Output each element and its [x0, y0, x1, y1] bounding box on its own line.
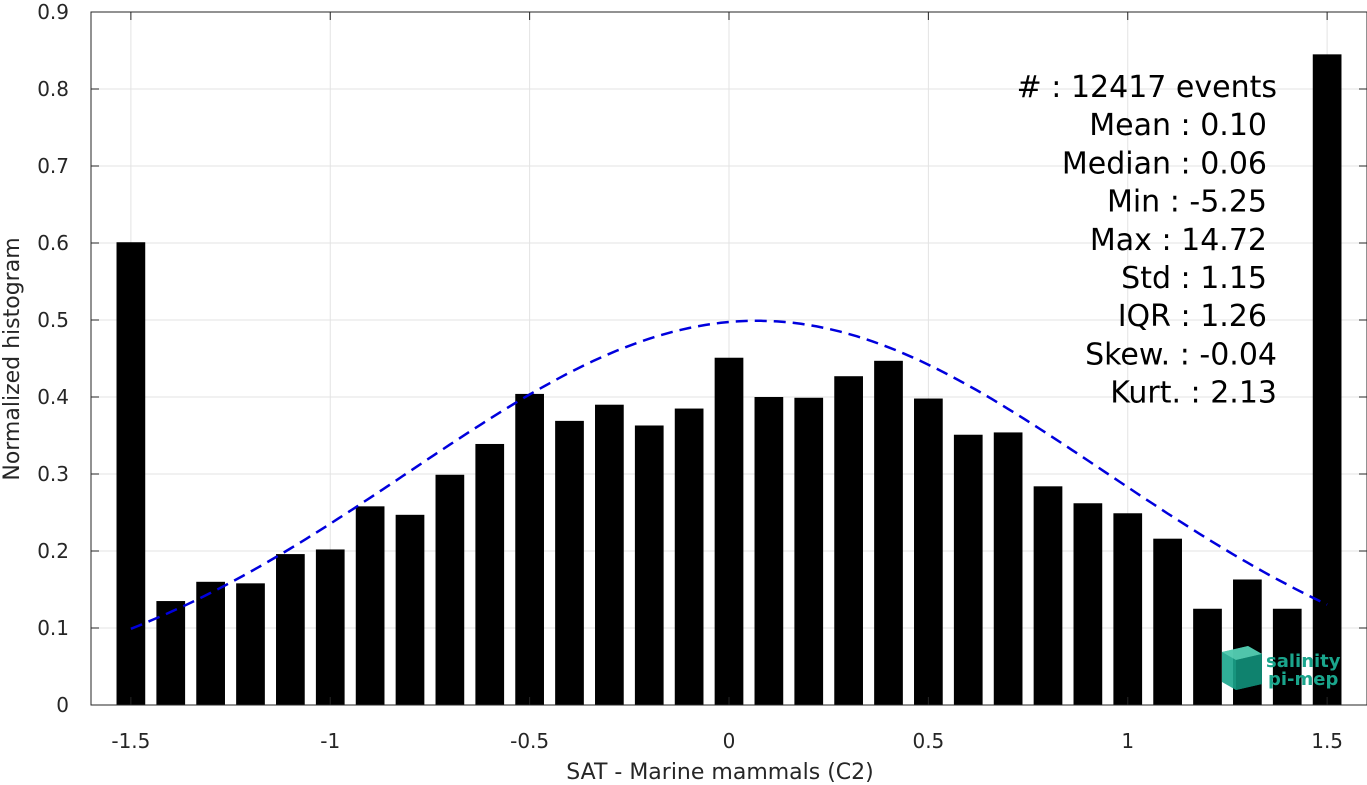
histogram-bar — [355, 506, 385, 705]
logo-text-line2: pi-mep — [1268, 669, 1338, 690]
x-tick-label: 1 — [1121, 729, 1134, 753]
histogram-bar — [1312, 54, 1342, 706]
bar-series — [116, 54, 1342, 706]
histogram-bar — [156, 601, 186, 705]
y-tick-labels: 0 0.1 0.2 0.3 0.4 0.5 0.6 0.7 0.8 0.9 — [37, 0, 69, 717]
histogram-bar — [1033, 486, 1063, 705]
histogram-bar — [1113, 513, 1143, 705]
histogram-bar — [395, 514, 425, 705]
x-tick-label: -1 — [320, 729, 340, 753]
y-tick-label: 0.8 — [37, 77, 69, 101]
histogram-bar — [634, 425, 664, 705]
x-tick-label: -1.5 — [111, 729, 150, 753]
histogram-bar — [595, 404, 624, 705]
stat-line: Mean : 0.10 — [1089, 108, 1267, 143]
y-tick-label: 0.1 — [37, 616, 69, 640]
y-axis-label: Normalized histogram — [0, 237, 25, 480]
histogram-bar — [674, 408, 704, 705]
histogram-bar — [1073, 503, 1103, 705]
x-tick-label: -0.5 — [510, 729, 549, 753]
stat-line: # : 12417 events — [1017, 70, 1277, 105]
salinity-pimep-logo: salinity pi-mep — [1222, 646, 1341, 690]
x-tick-label: 0.5 — [912, 729, 944, 753]
stat-line: Max : 14.72 — [1090, 223, 1267, 258]
histogram-bar — [475, 443, 505, 705]
stat-line: IQR : 1.26 — [1118, 299, 1267, 334]
histogram-bar — [714, 357, 744, 705]
histogram-bar — [1193, 608, 1222, 705]
logo-text-line1: salinity — [1266, 651, 1341, 672]
y-tick-label: 0.3 — [37, 462, 69, 486]
histogram-bar — [1272, 608, 1302, 705]
x-axis-label: SAT - Marine mammals (C2) — [566, 760, 874, 785]
histogram-bar — [993, 432, 1023, 705]
histogram-bar — [276, 554, 305, 705]
y-tick-label: 0.4 — [37, 385, 69, 409]
histogram-bar — [236, 583, 265, 705]
stat-line: Kurt. : 2.13 — [1110, 376, 1277, 411]
x-tick-label: 0 — [723, 729, 736, 753]
histogram-bar — [834, 376, 863, 705]
histogram-bar — [315, 549, 345, 705]
histogram-bar — [515, 393, 544, 705]
stat-line: Min : -5.25 — [1107, 185, 1267, 220]
y-tick-label: 0.2 — [37, 539, 69, 563]
y-tick-label: 0.6 — [37, 231, 69, 255]
logo-cube-icon — [1222, 646, 1262, 690]
histogram-bar — [435, 474, 465, 705]
histogram-bar — [555, 420, 584, 705]
histogram-bar — [953, 434, 983, 705]
x-tick-labels: -1.5 -1 -0.5 0 0.5 1 1.5 — [111, 729, 1343, 753]
y-tick-label: 0 — [56, 693, 69, 717]
histogram-bar — [116, 242, 146, 706]
y-tick-label: 0.7 — [37, 154, 69, 178]
y-tick-label: 0.5 — [37, 308, 69, 332]
histogram-bar — [754, 397, 784, 705]
histogram-bar — [794, 397, 824, 705]
y-tick-label: 0.9 — [37, 0, 69, 24]
stat-line: Skew. : -0.04 — [1085, 337, 1277, 372]
histogram-bar — [1153, 538, 1182, 705]
histogram-bar — [914, 398, 943, 705]
x-tick-label: 1.5 — [1311, 729, 1343, 753]
histogram-bar — [196, 581, 225, 705]
axis-ticks — [91, 11, 1367, 706]
histogram-bar — [874, 360, 903, 705]
stat-line: Std : 1.15 — [1121, 261, 1267, 296]
stat-line: Median : 0.06 — [1062, 146, 1267, 181]
